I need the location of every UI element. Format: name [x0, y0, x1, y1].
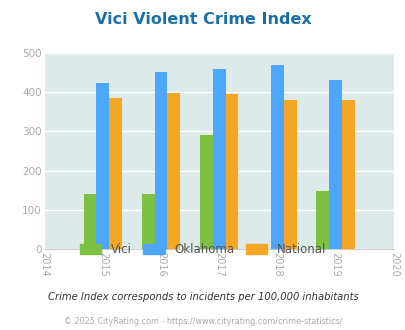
Bar — [341, 100, 354, 249]
Bar — [96, 83, 109, 249]
Bar — [225, 94, 238, 249]
Bar — [315, 191, 328, 249]
Bar — [167, 93, 180, 249]
Text: Crime Index corresponds to incidents per 100,000 inhabitants: Crime Index corresponds to incidents per… — [47, 292, 358, 302]
Bar — [200, 135, 212, 249]
Bar — [271, 65, 283, 249]
Bar — [328, 80, 341, 249]
Bar — [212, 69, 225, 249]
Bar — [109, 98, 122, 249]
Text: Vici Violent Crime Index: Vici Violent Crime Index — [94, 12, 311, 26]
Bar — [83, 194, 96, 249]
Bar — [141, 194, 154, 249]
Legend: Vici, Oklahoma, National: Vici, Oklahoma, National — [76, 240, 329, 260]
Text: © 2025 CityRating.com - https://www.cityrating.com/crime-statistics/: © 2025 CityRating.com - https://www.city… — [64, 317, 341, 326]
Bar — [154, 73, 167, 249]
Bar — [283, 100, 296, 249]
